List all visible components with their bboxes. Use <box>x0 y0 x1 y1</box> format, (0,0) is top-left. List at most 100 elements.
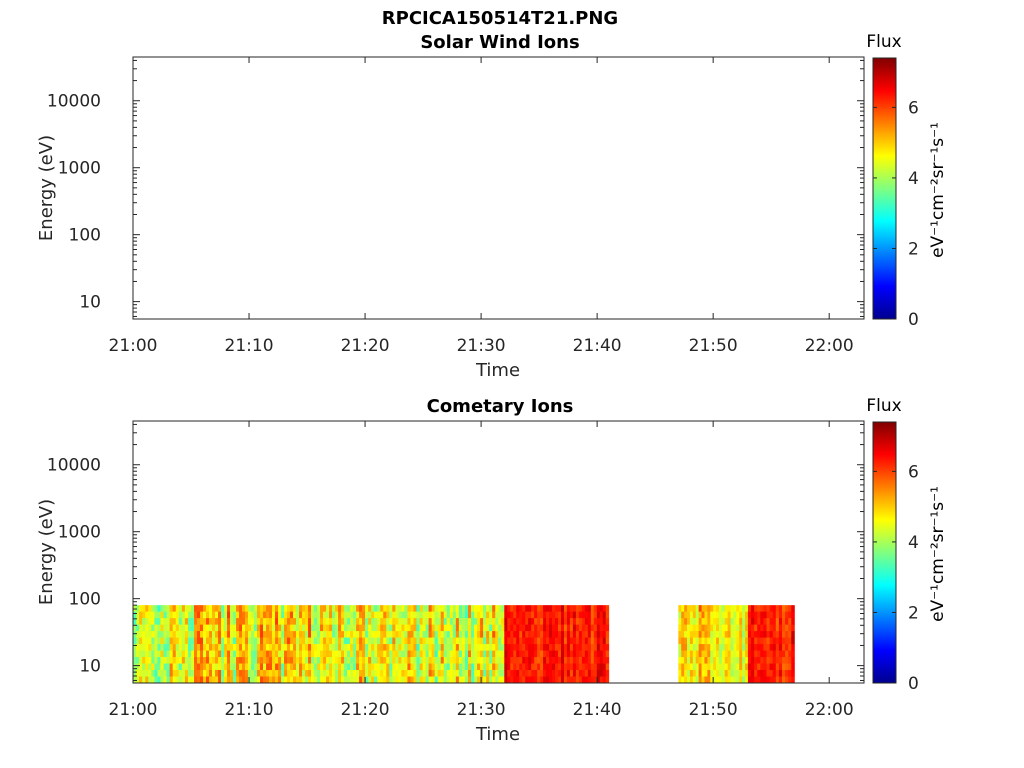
heatmap-cell-seg1 <box>197 631 201 638</box>
heatmap-cell-seg1 <box>197 663 201 671</box>
heatmap-cell-seg2 <box>434 611 439 619</box>
heatmap-cell-seg1 <box>341 611 345 619</box>
heatmap-cell-seg5 <box>727 605 731 613</box>
heatmap-cell-seg3 <box>584 650 589 658</box>
heatmap-cell-seg3 <box>549 618 553 626</box>
heatmap-cell-seg0 <box>178 611 183 619</box>
heatmap-cell-seg3 <box>552 611 556 619</box>
heatmap-cell-seg3 <box>569 624 574 632</box>
heatmap-cell-seg2 <box>437 670 442 677</box>
heatmap-cell-seg1 <box>281 624 285 632</box>
heatmap-cell-seg2 <box>458 657 463 664</box>
heatmap-cell-seg2 <box>398 657 402 664</box>
heatmap-cell-seg4 <box>707 676 711 684</box>
heatmap-cell-seg6 <box>778 611 783 619</box>
heatmap-cell-seg1 <box>242 644 246 651</box>
heatmap-cell-seg2 <box>401 605 405 613</box>
heatmap-cell-seg1 <box>311 657 315 664</box>
heatmap-cell-seg2 <box>492 644 496 651</box>
heatmap-cell-seg3 <box>552 663 556 671</box>
heatmap-cell-seg4 <box>689 618 694 626</box>
heatmap-cell-seg2 <box>392 605 396 613</box>
heatmap-cell-seg4 <box>704 618 708 626</box>
heatmap-cell-seg3 <box>578 676 583 684</box>
heatmap-cell-seg1 <box>329 624 333 632</box>
heatmap-cell-seg1 <box>362 611 366 619</box>
heatmap-cell-seg1 <box>332 663 336 671</box>
heatmap-cell-seg0 <box>136 611 140 619</box>
heatmap-cell-seg2 <box>404 670 408 677</box>
heatmap-cell-seg1 <box>281 670 285 677</box>
heatmap-cell-seg2 <box>428 631 433 638</box>
heatmap-cell-seg6 <box>754 663 758 671</box>
heatmap-cell-seg2 <box>380 611 384 619</box>
heatmap-cell-seg0 <box>172 663 177 671</box>
heatmap-cell-seg0 <box>181 618 186 626</box>
heatmap-cell-seg1 <box>344 618 348 626</box>
heatmap-cell-seg1 <box>266 631 270 638</box>
heatmap-cell-seg3 <box>572 624 577 632</box>
heatmap-cell-seg3 <box>528 611 532 619</box>
heatmap-cell-seg4 <box>698 637 702 645</box>
heatmap-cell-seg6 <box>785 637 789 645</box>
heatmap-cell-seg0 <box>175 637 180 645</box>
heatmap-cell-seg1 <box>257 618 261 626</box>
heatmap-cell-seg4 <box>687 605 691 613</box>
heatmap-cell-seg2 <box>419 644 423 651</box>
heatmap-cell-seg1 <box>257 663 261 671</box>
heatmap-cell-seg1 <box>326 618 330 626</box>
heatmap-cell-seg3 <box>522 650 526 658</box>
heatmap-cell-seg4 <box>704 624 708 632</box>
heatmap-cell-seg6 <box>747 644 752 651</box>
heatmap-cell-seg1 <box>350 676 354 684</box>
heatmap-cell-seg3 <box>593 611 598 619</box>
heatmap-cell-seg1 <box>191 631 195 638</box>
heatmap-cell-seg6 <box>778 670 783 677</box>
heatmap-cell-seg6 <box>754 637 758 645</box>
heatmap-cell-seg1 <box>251 657 255 664</box>
heatmap-cell-seg1 <box>227 644 231 651</box>
heatmap-cell-seg2 <box>489 663 493 671</box>
heatmap-cell-seg1 <box>335 644 339 651</box>
heatmap-cell-seg1 <box>200 650 204 658</box>
heatmap-cell-seg3 <box>537 611 541 619</box>
heatmap-cell-seg2 <box>489 605 493 613</box>
heatmap-cell-seg3 <box>537 631 541 638</box>
heatmap-cell-seg1 <box>311 644 315 651</box>
heatmap-cell-seg1 <box>221 624 225 632</box>
heatmap-cell-seg1 <box>362 670 366 677</box>
heatmap-cell-seg6 <box>763 611 767 619</box>
heatmap-cell-seg1 <box>338 637 342 645</box>
heatmap-cell-seg3 <box>575 605 580 613</box>
heatmap-cell-seg5 <box>730 663 734 671</box>
heatmap-cell-seg6 <box>791 605 795 613</box>
heatmap-cell-seg3 <box>581 631 586 638</box>
heatmap-cell-seg2 <box>477 618 481 626</box>
heatmap-cell-seg6 <box>763 624 767 632</box>
heatmap-cell-seg2 <box>501 676 505 684</box>
heatmap-cell-seg3 <box>543 637 547 645</box>
heatmap-cell-seg2 <box>422 631 426 638</box>
heatmap-cell-seg1 <box>224 657 228 664</box>
heatmap-cell-seg5 <box>745 663 749 671</box>
heatmap-cell-seg2 <box>431 605 436 613</box>
heatmap-cell-seg3 <box>516 618 520 626</box>
heatmap-cell-seg3 <box>519 676 523 684</box>
heatmap-cell-seg3 <box>504 631 508 638</box>
heatmap-cell-seg1 <box>302 644 306 651</box>
heatmap-cell-seg0 <box>145 618 149 626</box>
heatmap-cell-seg1 <box>323 631 327 638</box>
heatmap-cell-seg1 <box>299 631 303 638</box>
heatmap-cell-seg2 <box>425 676 430 684</box>
heatmap-cell-seg3 <box>525 637 529 645</box>
heatmap-cell-seg0 <box>187 657 192 664</box>
heatmap-cell-seg6 <box>785 663 789 671</box>
heatmap-cell-seg0 <box>142 657 146 664</box>
heatmap-cell-seg2 <box>368 605 372 613</box>
heatmap-cell-seg2 <box>467 657 472 664</box>
heatmap-cell-seg1 <box>347 663 351 671</box>
heatmap-cell-seg2 <box>407 670 411 677</box>
heatmap-cell-seg0 <box>175 676 180 684</box>
heatmap-cell-seg1 <box>356 650 360 658</box>
